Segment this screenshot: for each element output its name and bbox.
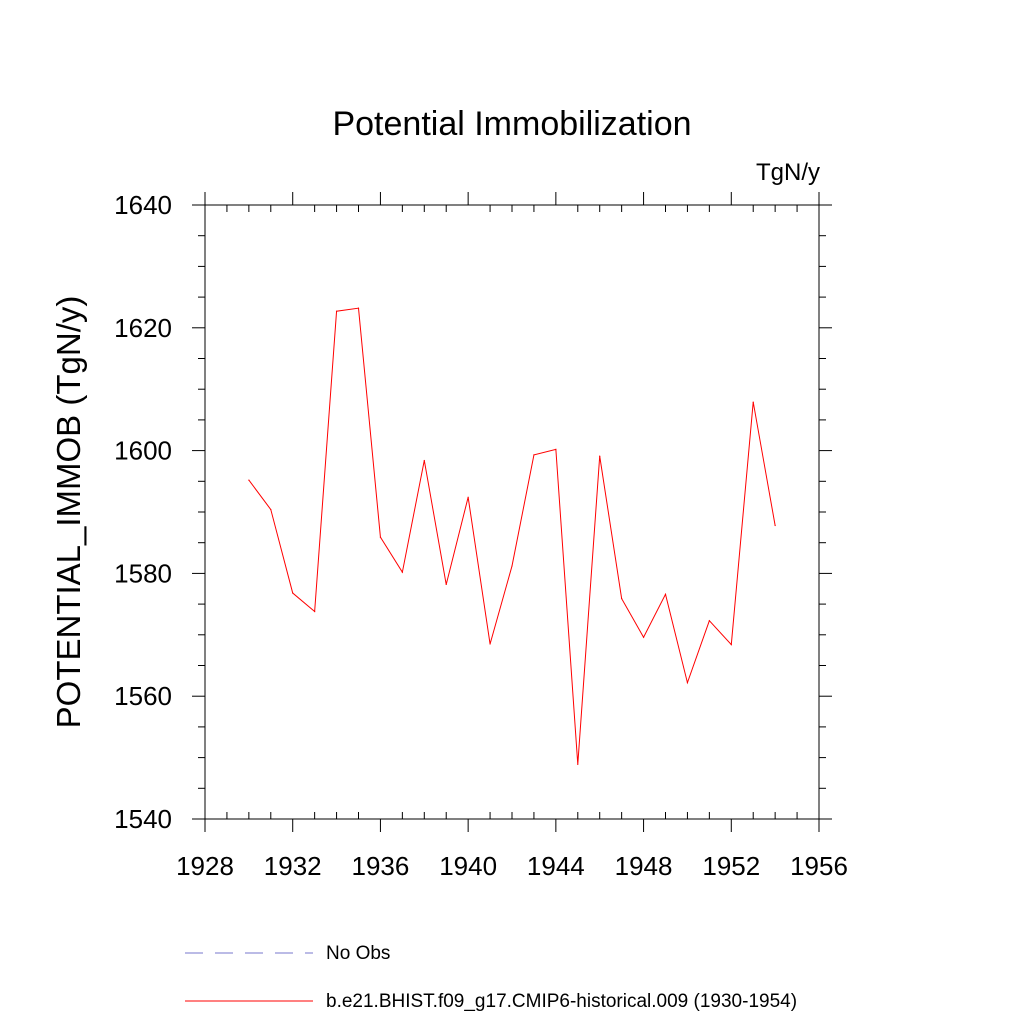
x-tick-label: 1940 xyxy=(439,851,497,881)
legend-label-historical: b.e21.BHIST.f09_g17.CMIP6-historical.009… xyxy=(326,991,797,1012)
data-point xyxy=(335,310,338,312)
data-point xyxy=(314,610,316,613)
chart-title: Potential Immobilization xyxy=(332,105,691,143)
data-point xyxy=(577,763,579,765)
major-ticks xyxy=(192,192,832,832)
x-tick-label: 1932 xyxy=(264,851,322,881)
y-tick-label: 1540 xyxy=(114,804,172,834)
data-point xyxy=(752,401,754,403)
series-group xyxy=(248,307,776,765)
legend-label-no-obs: No Obs xyxy=(326,943,390,964)
data-point xyxy=(357,307,360,309)
plot-frame xyxy=(204,204,820,820)
y-axis-label: POTENTIAL_IMMOB (TgN/y) xyxy=(50,296,87,729)
data-point xyxy=(621,597,623,600)
data-point xyxy=(555,448,557,450)
x-tick-label: 1956 xyxy=(790,851,848,881)
x-tick-label: 1936 xyxy=(352,851,410,881)
data-point xyxy=(511,565,513,567)
data-point xyxy=(686,682,689,684)
data-point xyxy=(248,479,250,481)
data-point xyxy=(730,644,732,646)
data-point xyxy=(423,459,425,462)
data-point xyxy=(401,571,403,573)
series-line-0 xyxy=(248,307,776,765)
x-tick-labels: 1928 1932 1936 1940 1944 1948 1952 1956 xyxy=(176,851,848,881)
data-point xyxy=(467,496,469,498)
legend: No Obs b.e21.BHIST.f09_g17.CMIP6-histori… xyxy=(185,943,797,1012)
y-tick-label: 1560 xyxy=(114,681,172,711)
x-tick-label: 1948 xyxy=(615,851,673,881)
y-tick-label: 1620 xyxy=(114,313,172,343)
data-point xyxy=(292,592,294,594)
y-tick-label: 1640 xyxy=(114,190,172,220)
data-point xyxy=(599,455,601,457)
data-point xyxy=(379,536,382,538)
x-tick-label: 1928 xyxy=(176,851,234,881)
x-tick-label: 1944 xyxy=(527,851,585,881)
data-point xyxy=(445,583,447,586)
data-point xyxy=(270,508,272,511)
y-tick-label: 1600 xyxy=(114,436,172,466)
data-point xyxy=(664,593,667,595)
minor-ticks xyxy=(198,205,826,819)
y-tick-labels: 1540 1560 1580 1600 1620 1640 xyxy=(114,190,172,834)
data-point xyxy=(642,636,645,638)
data-point xyxy=(774,524,776,527)
data-point xyxy=(533,454,535,456)
y-tick-label: 1580 xyxy=(114,558,172,588)
data-point xyxy=(708,620,710,622)
units-label: TgN/y xyxy=(756,159,820,186)
data-point xyxy=(489,643,491,645)
x-tick-label: 1952 xyxy=(702,851,760,881)
